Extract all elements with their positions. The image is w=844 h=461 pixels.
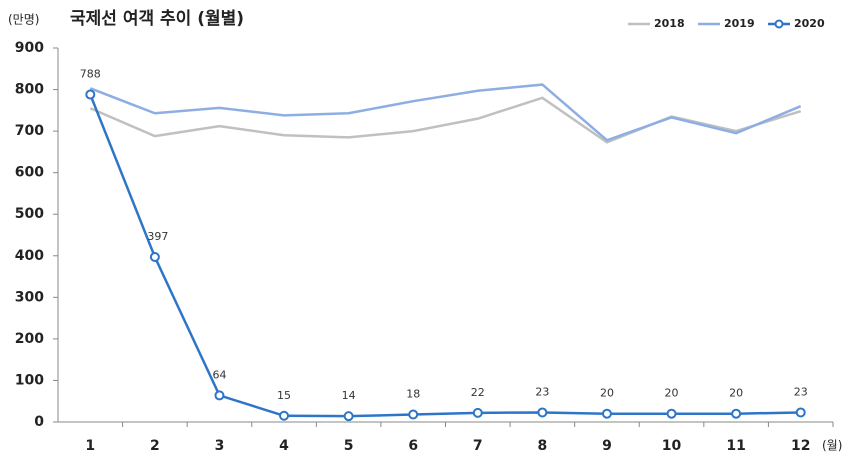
data-label: 397 [147,230,168,243]
x-tick-label: 4 [279,438,289,454]
point [601,408,612,419]
x-unit-label: (월) [822,439,842,453]
data-label: 18 [406,388,420,401]
x-tick-label: 9 [602,438,612,454]
point [343,411,354,422]
point [537,407,548,418]
point [214,390,225,401]
y-tick-label: 600 [15,165,44,181]
data-label: 788 [80,68,101,81]
x-tick-label: 2 [150,438,160,454]
data-label: 20 [665,387,679,400]
y-tick-label: 0 [34,414,44,430]
series-line [89,83,802,142]
y-unit-label: (만명) [8,13,39,27]
x-tick-label: 12 [791,438,810,454]
data-label: 64 [212,368,226,381]
point [472,407,483,418]
chart-title: 국제선 여객 추이 (월별) [70,9,244,29]
data-label: 14 [342,389,356,402]
x-tick-label: 10 [662,438,682,454]
x-tick-label: 1 [85,438,95,454]
point [85,89,96,100]
x-tick-label: 11 [726,438,745,454]
y-tick-label: 900 [15,40,44,56]
x-tick-label: 5 [344,438,354,454]
point [149,252,160,263]
data-label: 23 [535,385,549,398]
x-tick-label: 8 [538,438,548,454]
data-label: 23 [794,385,808,398]
data-label: 22 [471,386,485,399]
y-tick-label: 100 [15,372,44,388]
data-label: 15 [277,389,291,402]
point [795,407,806,418]
x-tick-label: 6 [408,438,418,454]
y-tick-label: 500 [15,206,44,222]
series-line [89,94,801,418]
data-label: 20 [729,387,743,400]
data-label: 20 [600,387,614,400]
legend-label: 2018 [654,17,685,30]
legend-label: 2020 [794,17,825,30]
legend-marker [774,19,784,29]
y-tick-label: 200 [15,331,44,347]
x-tick-label: 7 [473,438,483,454]
legend-label: 2019 [724,17,755,30]
y-tick-label: 400 [15,248,44,264]
point [666,408,677,419]
series-line [89,96,802,144]
y-tick-label: 300 [15,289,44,305]
point [731,408,742,419]
y-tick-label: 700 [15,123,44,139]
point [279,410,290,421]
x-tick-label: 3 [215,438,225,454]
y-tick-label: 800 [15,82,44,98]
point [408,409,419,420]
